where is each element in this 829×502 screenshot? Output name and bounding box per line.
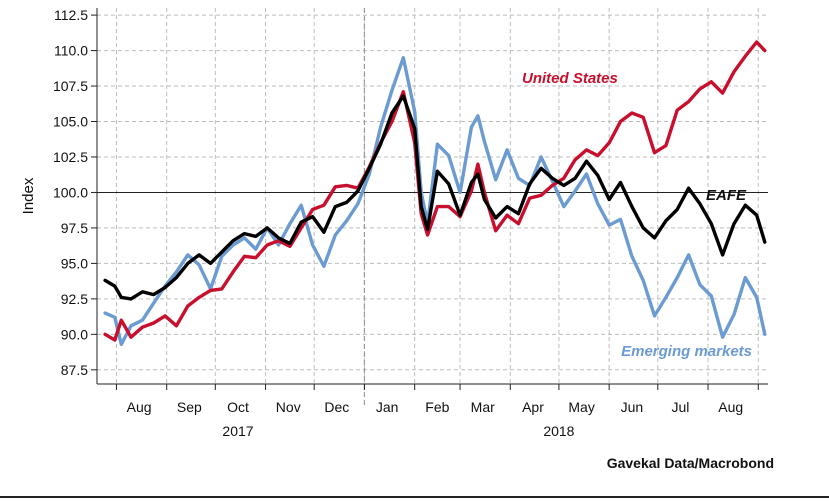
- axes: [91, 8, 768, 390]
- y-tick-label: 90.0: [61, 326, 88, 342]
- series-line-united-states: [103, 40, 767, 342]
- source-label: Gavekal Data/Macrobond: [607, 455, 774, 471]
- x-tick-label: Aug: [718, 399, 743, 415]
- y-tick-label: 87.5: [61, 362, 88, 378]
- x-tick-label: Oct: [227, 399, 249, 415]
- x-tick-label: May: [568, 399, 594, 415]
- labels: 87.5 90.0 92.5 95.0 97.5 100.0 102.5 105.0 107.5…: [20, 7, 752, 439]
- y-tick-label: 105.0: [53, 114, 88, 130]
- series-lines: [103, 40, 767, 346]
- y-axis-title: Index: [20, 177, 37, 214]
- y-tick-label: 95.0: [61, 255, 88, 271]
- y-tick-label: 92.5: [61, 291, 88, 307]
- year-label: 2017: [222, 423, 253, 439]
- x-tick-label: Aug: [127, 399, 152, 415]
- x-tick-label: Dec: [324, 399, 349, 415]
- frame-border: [0, 496, 829, 498]
- y-tick-label: 102.5: [53, 149, 88, 165]
- year-label: 2018: [543, 423, 574, 439]
- series-label-eafe: EAFE: [706, 187, 747, 204]
- x-tick-label: Nov: [276, 399, 301, 415]
- y-tick-label: 107.5: [53, 78, 88, 94]
- x-tick-label: Feb: [425, 399, 449, 415]
- series-line-emerging-markets: [103, 56, 767, 346]
- x-tick-label: Apr: [522, 399, 544, 415]
- y-tick-label: 112.5: [54, 7, 88, 23]
- y-tick-label: 110.0: [54, 43, 88, 59]
- y-tick-label: 97.5: [61, 220, 88, 236]
- x-tick-label: Jul: [672, 399, 690, 415]
- series-label-united-states: United States: [522, 70, 618, 87]
- x-tick-label: Sep: [177, 399, 202, 415]
- y-tick-label: 100.0: [53, 184, 88, 200]
- x-tick-label: Jun: [621, 399, 644, 415]
- series-label-emerging-markets: Emerging markets: [621, 343, 752, 360]
- x-tick-label: Mar: [471, 399, 495, 415]
- x-tick-label: Jan: [376, 399, 399, 415]
- series-line-eafe: [103, 94, 767, 301]
